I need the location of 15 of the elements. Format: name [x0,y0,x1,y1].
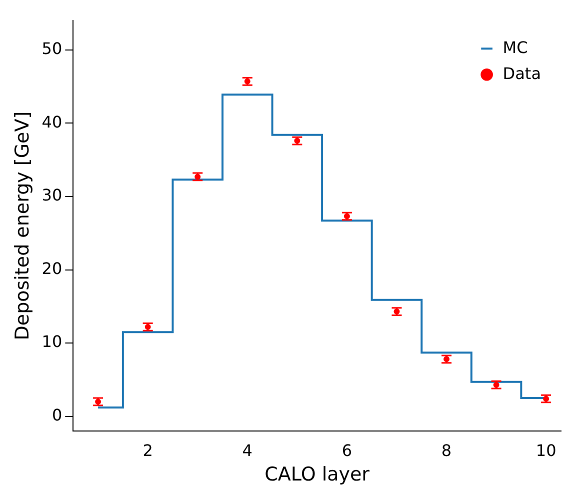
y-axis-title: Deposited energy [GeV] [11,111,34,340]
y-tick-label: 50 [42,39,62,58]
y-tick-label: 20 [42,258,62,278]
y-tick-label: 10 [42,332,62,352]
y-tick-label: 0 [52,406,62,424]
legend-label: MC [502,38,528,57]
x-tick-label: 8 [441,440,452,460]
x-tick-label: 2 [142,440,153,460]
x-tick-label: 10 [536,440,556,460]
x-tick-label: 6 [342,440,352,460]
y-tick-label: 30 [42,186,62,205]
x-axis-title: CALO layer [264,464,370,486]
legend-label: Data [502,64,541,83]
y-tick-label: 40 [42,112,62,132]
x-tick-label: 4 [242,440,252,460]
